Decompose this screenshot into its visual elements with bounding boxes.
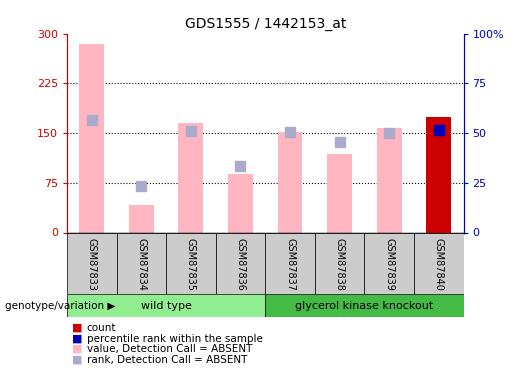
- Text: GSM87839: GSM87839: [384, 238, 394, 291]
- Text: count: count: [87, 323, 116, 333]
- Text: genotype/variation ▶: genotype/variation ▶: [5, 301, 115, 310]
- Bar: [116, 232, 166, 294]
- Bar: [228, 174, 253, 232]
- Bar: [166, 232, 216, 294]
- Text: ■: ■: [72, 344, 82, 354]
- Bar: [79, 44, 104, 232]
- Bar: [315, 232, 365, 294]
- Bar: [216, 232, 265, 294]
- Text: GSM87833: GSM87833: [87, 238, 97, 291]
- Bar: [327, 154, 352, 232]
- Text: percentile rank within the sample: percentile rank within the sample: [87, 334, 263, 344]
- Title: GDS1555 / 1442153_at: GDS1555 / 1442153_at: [184, 17, 346, 32]
- Text: GSM87838: GSM87838: [335, 238, 345, 291]
- Text: ■: ■: [72, 334, 82, 344]
- Bar: [179, 123, 203, 232]
- Text: GSM87837: GSM87837: [285, 238, 295, 291]
- Text: rank, Detection Call = ABSENT: rank, Detection Call = ABSENT: [87, 355, 247, 364]
- Bar: [426, 117, 451, 232]
- Text: value, Detection Call = ABSENT: value, Detection Call = ABSENT: [87, 344, 252, 354]
- Text: GSM87840: GSM87840: [434, 238, 444, 291]
- Bar: [67, 294, 265, 317]
- Bar: [265, 294, 464, 317]
- Text: glycerol kinase knockout: glycerol kinase knockout: [295, 301, 434, 310]
- Bar: [377, 128, 402, 232]
- Bar: [129, 205, 153, 232]
- Bar: [278, 132, 302, 232]
- Bar: [67, 232, 116, 294]
- Bar: [414, 232, 464, 294]
- Text: GSM87834: GSM87834: [136, 238, 146, 291]
- Text: ■: ■: [72, 323, 82, 333]
- Bar: [265, 232, 315, 294]
- Text: GSM87835: GSM87835: [186, 238, 196, 291]
- Bar: [365, 232, 414, 294]
- Text: wild type: wild type: [141, 301, 192, 310]
- Text: GSM87836: GSM87836: [235, 238, 246, 291]
- Text: ■: ■: [72, 355, 82, 364]
